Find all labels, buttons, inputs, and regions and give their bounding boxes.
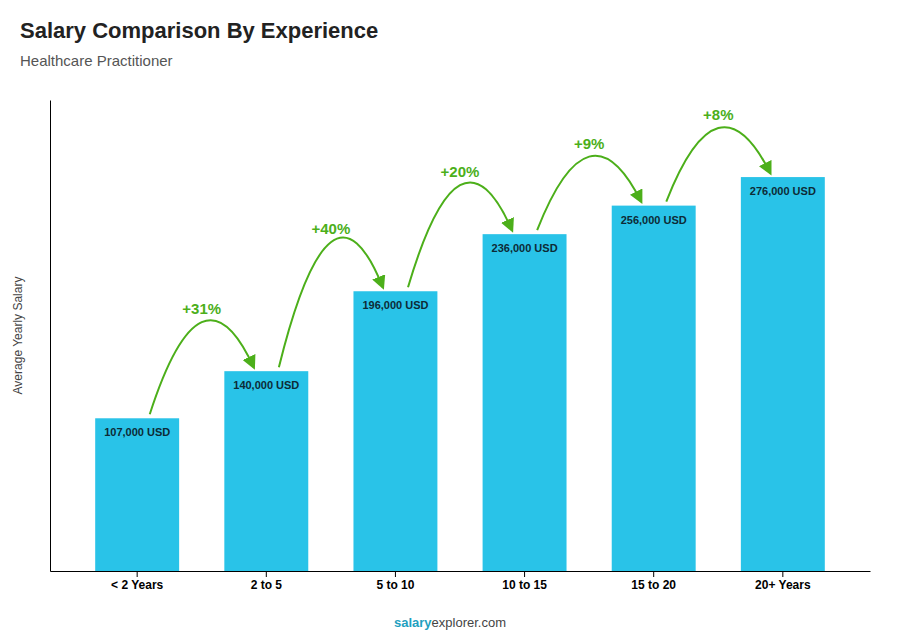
bars — [95, 177, 825, 571]
change-arrow — [408, 182, 512, 287]
x-tick: 15 to 20 — [631, 571, 676, 592]
x-tick-label: 20+ Years — [755, 578, 811, 592]
x-tick-label: < 2 Years — [111, 578, 163, 592]
x-tick-mark — [137, 571, 138, 577]
x-tick-mark — [395, 571, 396, 577]
footer: salaryexplorer.com — [394, 615, 506, 630]
change-label: +8% — [703, 106, 733, 123]
bar — [612, 206, 696, 571]
y-axis — [50, 101, 51, 572]
bar — [353, 291, 437, 571]
x-tick: 2 to 5 — [251, 571, 283, 592]
x-tick-label: 10 to 15 — [502, 578, 547, 592]
change-label: +20% — [441, 163, 480, 180]
change-arrow — [537, 156, 641, 230]
x-tick-label: 2 to 5 — [251, 578, 283, 592]
data-label: 140,000 USD — [233, 379, 299, 391]
x-tick-label: 5 to 10 — [376, 578, 414, 592]
bar — [95, 418, 179, 571]
x-axis-line — [51, 571, 871, 572]
chart-svg: < 2 Years 2 to 5 5 to 10 10 to 15 15 to 20 20… — [0, 0, 900, 641]
change-label: +40% — [311, 220, 350, 237]
x-tick-label: 15 to 20 — [631, 578, 676, 592]
bar — [224, 371, 308, 571]
change-label: +9% — [574, 135, 604, 152]
data-label: 256,000 USD — [621, 214, 687, 226]
bar — [483, 234, 567, 571]
y-axis-line — [50, 101, 51, 572]
change-arrow — [279, 238, 383, 368]
data-label: 196,000 USD — [362, 299, 428, 311]
y-axis-title: Average Yearly Salary — [11, 277, 25, 395]
data-label: 236,000 USD — [492, 242, 558, 254]
chart-container: < 2 Years 2 to 5 5 to 10 10 to 15 15 to 20 20… — [0, 0, 900, 641]
subtitle: Healthcare Practitioner — [20, 52, 173, 69]
x-tick: 20+ Years — [755, 571, 811, 592]
data-label: 276,000 USD — [750, 185, 816, 197]
x-tick-mark — [266, 571, 267, 577]
x-tick: 10 to 15 — [502, 571, 547, 592]
x-tick-mark — [782, 571, 783, 577]
x-tick: 5 to 10 — [376, 571, 414, 592]
x-tick-mark — [524, 571, 525, 577]
change-arrow — [666, 127, 770, 201]
footer-part: salary — [394, 615, 432, 630]
x-tick-mark — [653, 571, 654, 577]
title: Salary Comparison By Experience — [20, 18, 378, 43]
x-axis: < 2 Years 2 to 5 5 to 10 10 to 15 15 to 20 20… — [51, 571, 871, 592]
x-tick: < 2 Years — [111, 571, 163, 592]
data-labels: 107,000 USD 140,000 USD 196,000 USD 236,000… — [104, 185, 816, 438]
data-label: 107,000 USD — [104, 426, 170, 438]
bar — [741, 177, 825, 571]
change-annotations: +31% +40% +20% +9% +8% — [150, 106, 770, 414]
change-arrow — [150, 320, 254, 414]
change-label: +31% — [182, 300, 221, 317]
footer-part: explorer.com — [432, 615, 506, 630]
